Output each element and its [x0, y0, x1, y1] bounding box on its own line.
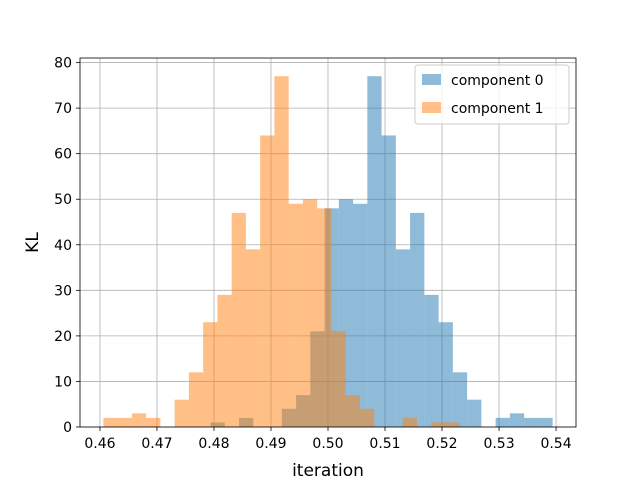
- axis-ticks: 0.46 0.47 0.48 0.49 0.50 0.51 0.52 0.53 0.54 0 10 2…: [54, 56, 572, 452]
- bar-series-0: [381, 135, 396, 427]
- bar-series-1: [260, 135, 275, 427]
- bar-series-0: [452, 372, 468, 427]
- legend-swatch: [422, 102, 441, 113]
- y-tick-label: 10: [54, 374, 72, 390]
- y-tick-label: 0: [63, 420, 72, 436]
- x-axis-label: iteration: [292, 461, 364, 480]
- y-axis-label: KL: [23, 232, 43, 253]
- bar-series-1: [445, 422, 460, 427]
- bar-series-0: [538, 417, 553, 427]
- x-tick-label: 0.47: [141, 436, 172, 452]
- bar-series-1: [146, 417, 161, 427]
- bar-series-1: [131, 413, 147, 427]
- bar-series-1: [217, 294, 232, 427]
- bar-series-0: [410, 212, 425, 427]
- bar-series-0: [438, 322, 453, 427]
- x-tick-label: 0.46: [84, 436, 115, 452]
- y-tick-label: 20: [54, 329, 72, 345]
- bar-series-1: [203, 322, 218, 427]
- bar-series-1: [402, 417, 417, 427]
- bar-series-1: [245, 249, 261, 427]
- bar-series-1: [359, 408, 375, 427]
- bar-series-0: [353, 203, 368, 427]
- bar-series-0: [367, 76, 382, 427]
- histogram-bars: [103, 76, 553, 427]
- bar-series-0: [509, 413, 525, 427]
- x-tick-label: 0.51: [369, 436, 400, 452]
- bar-series-1: [117, 417, 132, 427]
- legend-swatch: [422, 74, 441, 85]
- x-tick-label: 0.50: [312, 436, 343, 452]
- bar-series-1: [288, 203, 303, 427]
- bar-series-1: [103, 417, 118, 427]
- bar-series-1: [188, 372, 204, 427]
- x-tick-label: 0.49: [255, 436, 286, 452]
- y-tick-label: 60: [54, 147, 72, 163]
- bar-series-1: [274, 76, 289, 427]
- bar-series-0: [495, 417, 510, 427]
- bar-series-0: [424, 294, 439, 427]
- y-tick-label: 30: [54, 283, 72, 299]
- bar-series-0: [395, 249, 411, 427]
- legend: component 0 component 1: [414, 64, 570, 125]
- legend-label: component 1: [451, 101, 544, 117]
- bar-series-1: [331, 331, 346, 427]
- y-tick-label: 80: [54, 56, 72, 72]
- x-tick-label: 0.53: [483, 436, 514, 452]
- bar-series-1: [302, 199, 318, 427]
- y-tick-label: 70: [54, 101, 72, 117]
- bar-series-1: [231, 212, 246, 427]
- x-tick-label: 0.52: [426, 436, 457, 452]
- bar-series-1: [345, 395, 360, 427]
- x-tick-label: 0.54: [540, 436, 571, 452]
- y-tick-label: 40: [54, 238, 72, 254]
- legend-box: [414, 64, 570, 125]
- legend-label: component 0: [451, 73, 544, 89]
- bar-series-1: [431, 422, 446, 427]
- bar-series-1: [174, 399, 189, 427]
- bar-series-1: [317, 208, 332, 427]
- bar-series-0: [467, 399, 482, 427]
- y-tick-label: 50: [54, 192, 72, 208]
- x-tick-label: 0.48: [198, 436, 229, 452]
- bar-series-0: [524, 417, 539, 427]
